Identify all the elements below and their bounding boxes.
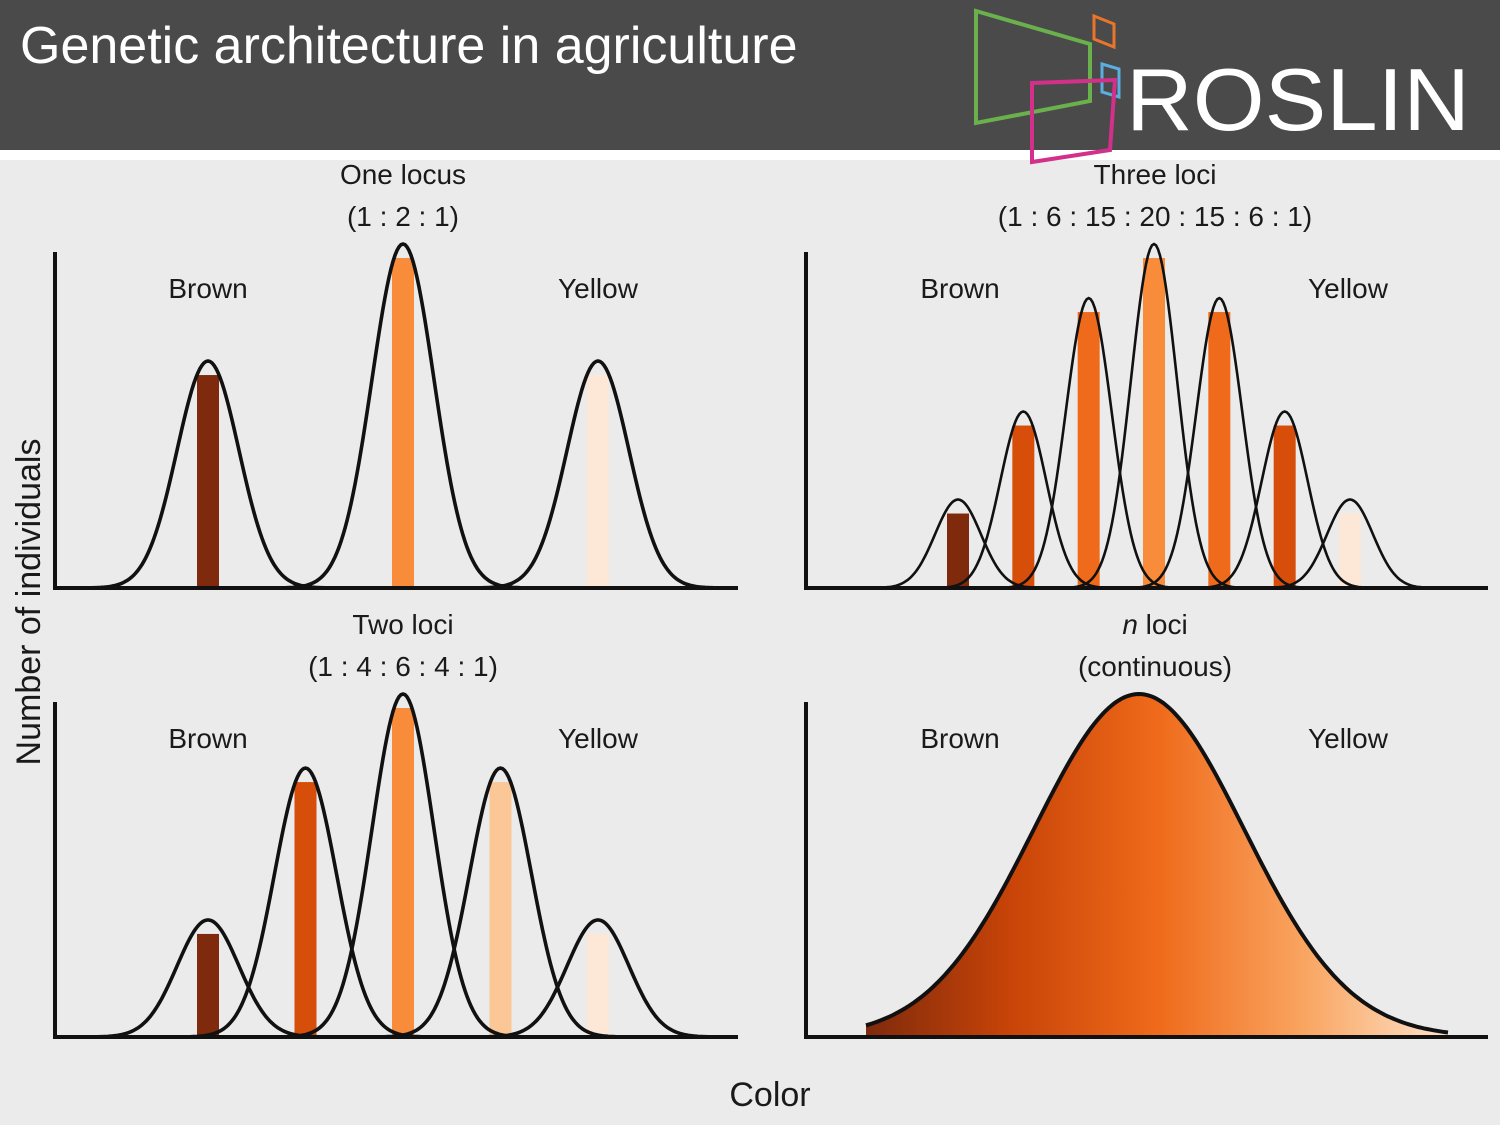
logo-green-frame <box>974 8 1092 126</box>
brown-label: Brown <box>168 273 247 304</box>
logo-text: ROSLIN <box>1126 50 1470 149</box>
genotype-curve <box>279 692 527 1039</box>
panel-ratio: (1 : 4 : 6 : 4 : 1) <box>308 651 498 682</box>
panel-ratio: (1 : 6 : 15 : 20 : 15 : 6 : 1) <box>998 201 1312 232</box>
genotype-curve <box>84 359 332 590</box>
panel-title-text: One locus <box>340 160 466 190</box>
genotype-curve <box>376 766 625 1039</box>
genotype-bar <box>489 782 512 1037</box>
genotype-curve <box>83 918 333 1039</box>
brown-label: Brown <box>168 723 247 754</box>
panel-4: n loci (continuous) Brown Yellow <box>804 609 1488 1039</box>
genetic-architecture-chart: Number of individuals Color One locus (1 … <box>10 160 1488 1114</box>
brown-label: Brown <box>920 273 999 304</box>
genotype-bar <box>197 933 219 1037</box>
genotype-curve <box>181 766 430 1039</box>
genotype-curve <box>1192 410 1377 590</box>
genotype-bar <box>392 258 414 588</box>
panel-title-text: Three loci <box>1094 160 1217 190</box>
genotype-bar <box>1273 425 1296 588</box>
panel-title: One locus <box>340 160 466 190</box>
roslin-logo: ROSLIN <box>974 8 1470 165</box>
header-divider <box>0 150 1500 160</box>
x-axis-label: Color <box>729 1076 810 1114</box>
genotype-bar <box>947 513 969 588</box>
genotype-curve <box>474 359 722 590</box>
continuous-distribution-fill <box>866 694 1448 1037</box>
panel-title-text: loci <box>1138 609 1188 640</box>
genotype-bar <box>197 375 219 588</box>
panel-axes <box>804 702 1488 1039</box>
genotype-bar <box>587 375 609 588</box>
y-axis-label: Number of individuals <box>10 439 48 766</box>
slide-title: Genetic architecture in agriculture <box>20 17 798 75</box>
genotype-bar <box>1012 425 1035 588</box>
continuous-distribution-curve <box>865 691 1449 1035</box>
genotype-bar <box>294 782 317 1037</box>
genotype-bar <box>587 933 609 1037</box>
slide-header <box>0 0 1500 150</box>
genotype-bar <box>1143 258 1165 588</box>
panel-title: n loci <box>1122 609 1187 640</box>
yellow-label: Yellow <box>1308 273 1389 304</box>
genotype-curve <box>1258 498 1442 590</box>
genotype-bar <box>1339 513 1361 588</box>
panel-axes <box>53 702 738 1039</box>
genotype-bar <box>1208 312 1231 588</box>
yellow-label: Yellow <box>558 723 639 754</box>
genotype-curve <box>473 918 723 1039</box>
yellow-label: Yellow <box>1308 723 1389 754</box>
panel-axes <box>804 252 1488 590</box>
panel-title-text: Two loci <box>352 609 453 640</box>
logo-orange-frame <box>1092 13 1116 50</box>
panel-title: Three loci <box>1094 160 1217 190</box>
panel-1: One locus (1 : 2 : 1) Brown Yellow <box>53 160 738 590</box>
logo-blue-frame <box>1100 61 1121 100</box>
panel-axes <box>53 252 738 590</box>
panel-ratio: (1 : 2 : 1) <box>347 201 459 232</box>
genotype-curve <box>1061 242 1247 590</box>
panel-ratio: (continuous) <box>1078 651 1232 682</box>
panel-2: Three loci (1 : 6 : 15 : 20 : 15 : 6 : 1)… <box>804 160 1488 590</box>
panel-3: Two loci (1 : 4 : 6 : 4 : 1) Brown Yellow <box>53 609 738 1039</box>
panel-title: Two loci <box>352 609 453 640</box>
logo-magenta-frame <box>1030 77 1118 165</box>
genotype-bar <box>1077 312 1100 588</box>
panel-title-italic: n <box>1122 609 1138 640</box>
genotype-bar <box>392 708 414 1037</box>
brown-label: Brown <box>920 723 999 754</box>
genotype-curve <box>1127 296 1312 590</box>
yellow-label: Yellow <box>558 273 639 304</box>
genotype-curve <box>996 296 1181 590</box>
genotype-curve <box>279 242 527 590</box>
